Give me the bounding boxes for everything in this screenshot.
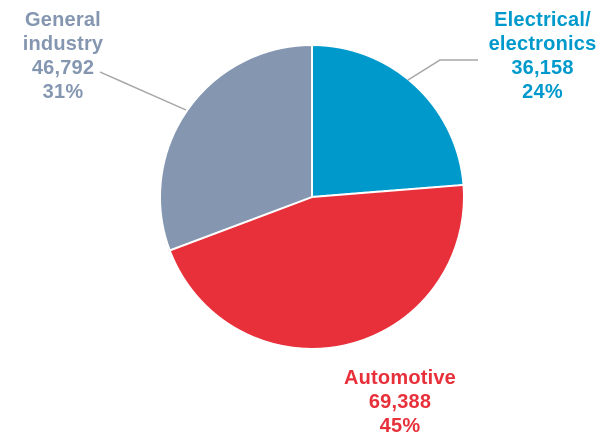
label-general-name-line-2: industry bbox=[22, 33, 104, 55]
label-electrical-name-line-2: electronics bbox=[488, 33, 597, 55]
slice-automotive bbox=[168, 183, 465, 350]
label-general-percent: 31% bbox=[42, 81, 84, 103]
label-electrical-name-line-1: Electrical/ bbox=[494, 9, 591, 31]
leader-lines bbox=[99, 59, 478, 111]
label-general-industry: General industry 46,792 31% bbox=[4, 8, 122, 104]
slice-general-industry bbox=[159, 44, 313, 252]
label-automotive-value: 69,388 bbox=[368, 391, 432, 413]
slice-electrical-electronics bbox=[311, 44, 465, 198]
label-automotive-percent: 45% bbox=[379, 415, 421, 437]
label-electrical-value: 36,158 bbox=[511, 57, 574, 79]
pie-slices bbox=[159, 44, 465, 350]
leader-line-general bbox=[99, 71, 187, 111]
label-general-value: 46,792 bbox=[31, 57, 95, 79]
label-automotive: Automotive 69,388 45% bbox=[320, 366, 480, 438]
label-automotive-name: Automotive bbox=[344, 367, 456, 389]
leader-line-electrical bbox=[407, 59, 478, 81]
label-electrical-percent: 24% bbox=[522, 81, 563, 103]
label-general-name-line-1: General bbox=[25, 9, 101, 31]
label-electrical-electronics: Electrical/ electronics 36,158 24% bbox=[470, 8, 615, 104]
